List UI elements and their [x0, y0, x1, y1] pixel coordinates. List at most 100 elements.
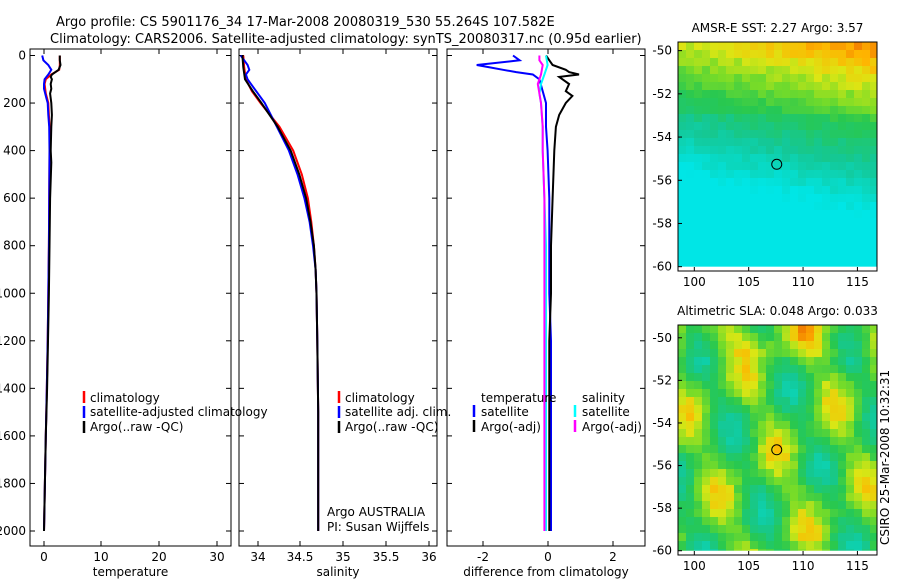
map-cell	[718, 234, 726, 242]
map-cell	[742, 389, 750, 397]
map-cell	[750, 397, 758, 405]
map-cell	[750, 413, 758, 421]
map-cell	[782, 42, 790, 50]
map-cell	[830, 138, 838, 146]
map-cell	[862, 405, 870, 413]
legend-label-argo: Argo(..raw -QC)	[345, 420, 438, 434]
map-cell	[870, 154, 877, 162]
map-cell	[822, 413, 830, 421]
map-cell	[822, 461, 830, 469]
map-cell	[774, 357, 782, 365]
map-cell	[838, 114, 846, 122]
map-cell	[862, 202, 870, 210]
map-cell	[870, 341, 877, 349]
map-cell	[798, 58, 806, 66]
map-cell	[838, 74, 846, 82]
map-cell	[854, 218, 862, 226]
map-cell	[806, 341, 814, 349]
map-cell	[702, 437, 710, 445]
map-cell	[846, 437, 854, 445]
map-cell	[774, 242, 782, 250]
map-cell	[750, 258, 758, 266]
map-cell	[710, 461, 718, 469]
map-cell	[766, 186, 774, 194]
map-cell	[846, 178, 854, 186]
map-cell	[806, 405, 814, 413]
map-cell	[758, 98, 766, 106]
map-cell	[854, 485, 862, 493]
map-cell	[702, 74, 710, 82]
map-cell	[862, 453, 870, 461]
map-cell	[806, 250, 814, 258]
legend-label-satellite: satellite adj. clim.	[345, 405, 451, 419]
temperature-legend: climatology satellite-adjusted climatolo…	[82, 391, 268, 434]
map-cell	[710, 453, 718, 461]
map-cell	[734, 90, 742, 98]
map-cell	[734, 445, 742, 453]
map-cell	[750, 226, 758, 234]
map-cell	[790, 461, 798, 469]
map-cell	[734, 258, 742, 266]
map-cell	[742, 549, 750, 551]
map-cell	[814, 333, 822, 341]
map-cell	[774, 509, 782, 517]
map-cell	[694, 138, 702, 146]
map-cell	[870, 525, 877, 533]
map-cell	[862, 397, 870, 405]
map-cell	[734, 485, 742, 493]
map-cell	[870, 146, 877, 154]
map-cell	[734, 98, 742, 106]
map-cell	[750, 266, 758, 267]
map-cell	[838, 397, 846, 405]
map-cell	[726, 178, 734, 186]
map-cell	[678, 381, 686, 389]
y-tick-label: -56	[652, 459, 672, 473]
map-cell	[774, 397, 782, 405]
map-cell	[758, 541, 766, 549]
map-cell	[806, 485, 814, 493]
map-cell	[686, 453, 694, 461]
map-cell	[862, 461, 870, 469]
map-cell	[846, 405, 854, 413]
map-cell	[822, 98, 830, 106]
map-cell	[750, 349, 758, 357]
map-cell	[870, 114, 877, 122]
map-cell	[846, 413, 854, 421]
legend-label-temp-satellite: satellite	[481, 405, 529, 419]
map-cell	[734, 186, 742, 194]
map-cell	[750, 138, 758, 146]
map-cell	[862, 186, 870, 194]
map-cell	[766, 445, 774, 453]
map-cell	[870, 122, 877, 130]
map-cell	[830, 357, 838, 365]
map-cell	[774, 90, 782, 98]
map-cell	[806, 266, 814, 267]
map-cell	[766, 242, 774, 250]
map-cell	[686, 485, 694, 493]
map-cell	[798, 170, 806, 178]
map-cell	[678, 82, 686, 90]
map-cell	[750, 98, 758, 106]
map-cell	[710, 186, 718, 194]
map-cell	[726, 453, 734, 461]
map-cell	[686, 461, 694, 469]
map-cell	[806, 365, 814, 373]
map-cell	[862, 42, 870, 50]
legend-header-salinity: salinity	[582, 391, 625, 405]
map-cell	[702, 485, 710, 493]
map-cell	[838, 533, 846, 541]
map-cell	[870, 162, 877, 170]
map-cell	[710, 349, 718, 357]
map-cell	[838, 325, 846, 333]
map-cell	[806, 541, 814, 549]
map-cell	[694, 66, 702, 74]
x-axis-label: difference from climatology	[463, 565, 629, 579]
map-cell	[814, 66, 822, 74]
map-cell	[710, 333, 718, 341]
map-cell	[694, 325, 702, 333]
map-cell	[678, 429, 686, 437]
map-cell	[782, 333, 790, 341]
map-cell	[846, 82, 854, 90]
map-cell	[870, 477, 877, 485]
map-cell	[854, 114, 862, 122]
